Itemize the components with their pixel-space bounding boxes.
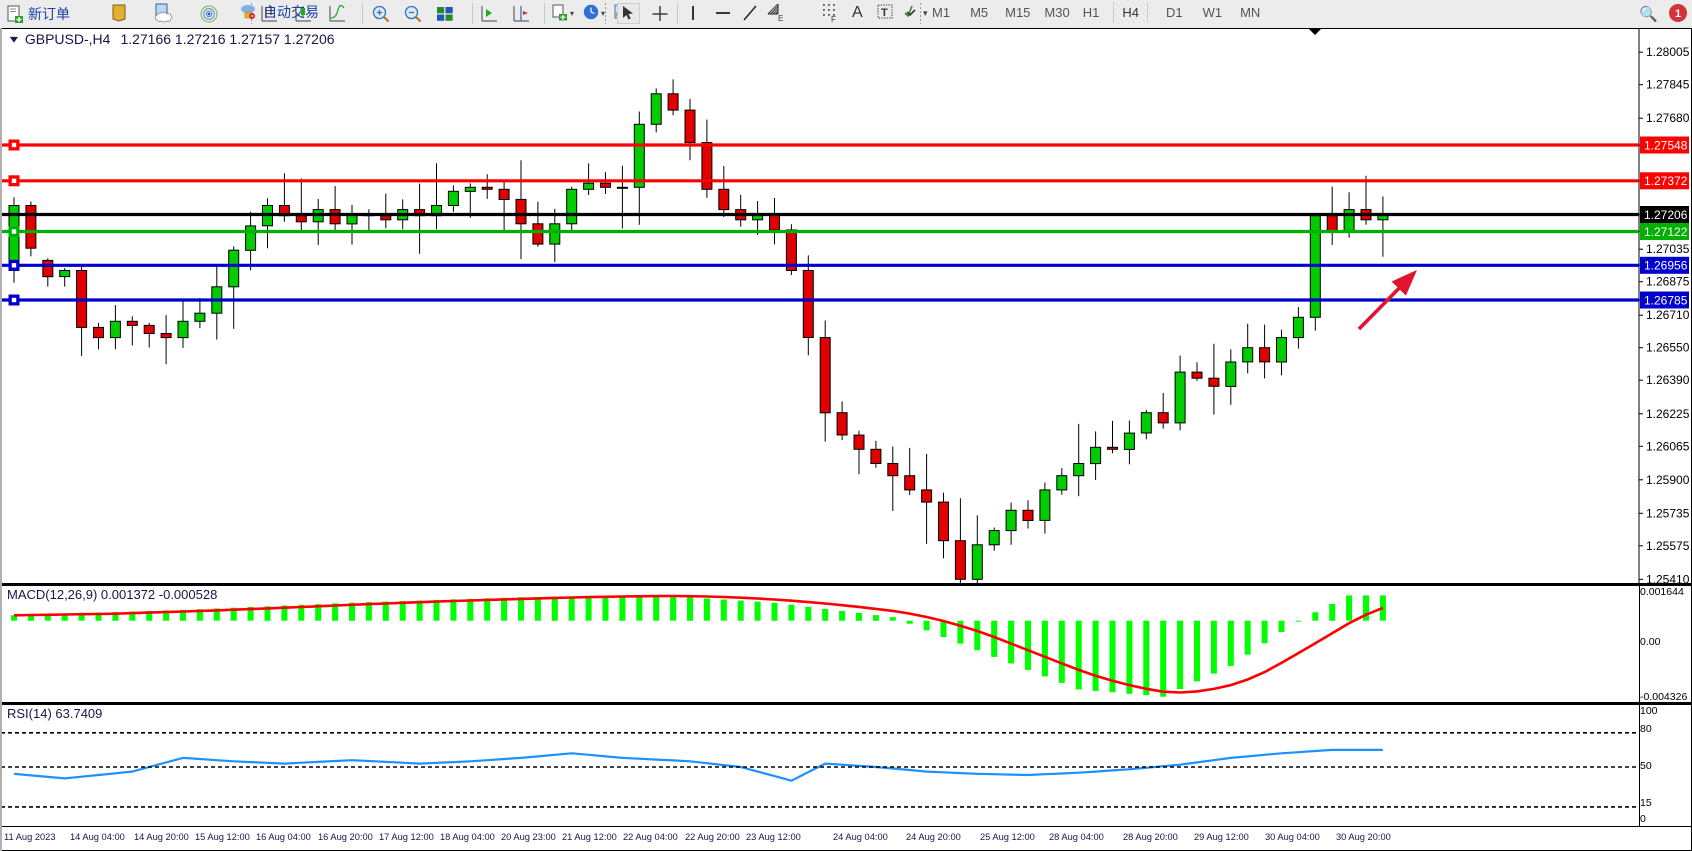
svg-text:1.25900: 1.25900 <box>1646 473 1690 487</box>
svg-text:1.27035: 1.27035 <box>1646 242 1690 256</box>
svg-text:1.27680: 1.27680 <box>1646 111 1690 125</box>
svg-text:1.26785: 1.26785 <box>1644 293 1688 307</box>
svg-text:1.26065: 1.26065 <box>1646 439 1690 453</box>
svg-text:T: T <box>881 7 888 19</box>
svg-text:1.26225: 1.26225 <box>1646 407 1690 421</box>
svg-text:E: E <box>778 14 783 23</box>
svg-text:1.27206: 1.27206 <box>1644 208 1688 222</box>
svg-text:1.26956: 1.26956 <box>1644 259 1688 273</box>
svg-text:1.26390: 1.26390 <box>1646 373 1690 387</box>
svg-text:1.25735: 1.25735 <box>1646 506 1690 520</box>
svg-text:1.26710: 1.26710 <box>1646 308 1690 322</box>
svg-text:1.27845: 1.27845 <box>1646 78 1690 92</box>
svg-text:1.28005: 1.28005 <box>1646 45 1690 59</box>
svg-text:1.27122: 1.27122 <box>1644 225 1688 239</box>
svg-text:1.27548: 1.27548 <box>1644 138 1688 152</box>
svg-text:1.25575: 1.25575 <box>1646 539 1690 553</box>
svg-text:1.26550: 1.26550 <box>1646 341 1690 355</box>
svg-text:1.26875: 1.26875 <box>1646 275 1690 289</box>
svg-text:1: 1 <box>1675 8 1681 20</box>
svg-text:1.27372: 1.27372 <box>1644 174 1688 188</box>
svg-text:F: F <box>831 15 836 23</box>
